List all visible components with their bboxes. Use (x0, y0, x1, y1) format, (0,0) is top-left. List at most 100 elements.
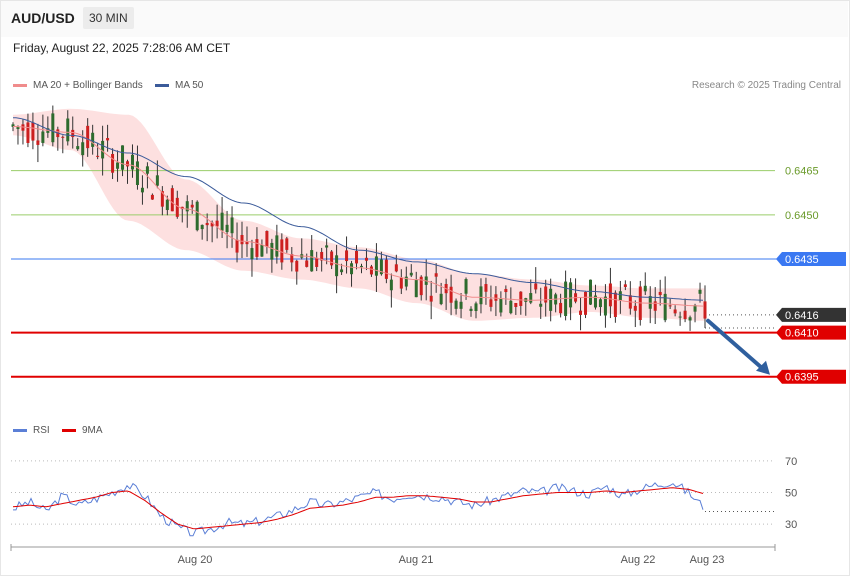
candle-body (459, 301, 463, 309)
legend-rsi-label: RSI (33, 425, 50, 436)
rsi9-swatch (62, 429, 76, 432)
candle-body (21, 124, 25, 131)
candle-body (335, 255, 339, 277)
level-tag-0.6395 (776, 369, 846, 384)
candle-body (688, 317, 692, 321)
candle-body (210, 222, 214, 227)
legend-rsi9-label: 9MA (82, 425, 103, 436)
timeframe-button[interactable]: 30 MIN (83, 7, 134, 29)
candle-body (36, 140, 40, 145)
credit-text: Research © 2025 Trading Central (691, 80, 841, 91)
candle-body (345, 250, 349, 262)
candle-body (31, 122, 35, 141)
rsi-tick-50: 50 (785, 488, 797, 500)
candle-body (449, 286, 453, 303)
candle-body (220, 212, 224, 231)
candle-body (190, 204, 194, 208)
candle-body (86, 125, 90, 149)
level-tag-0.6416 (776, 307, 846, 322)
candle-body (106, 138, 110, 141)
level-label-0.6416: 0.6416 (785, 310, 819, 322)
candle-body (693, 305, 697, 312)
candle-body (165, 199, 169, 211)
rsi-ma9-line (12, 487, 704, 530)
x-tick-label: Aug 21 (399, 554, 434, 566)
candle-body (255, 239, 259, 257)
rsi-tick-70: 70 (785, 456, 797, 468)
candle-body (504, 288, 508, 293)
candle-body (698, 289, 702, 294)
candle-body (195, 201, 199, 231)
ma20-line (13, 126, 704, 307)
candle-body (121, 145, 125, 170)
candle-body (185, 201, 189, 212)
datetime-label: Friday, August 22, 2025 7:28:06 AM CET (13, 41, 231, 55)
candle-body (340, 269, 344, 273)
candle-body (330, 251, 334, 266)
candle-body (130, 154, 134, 170)
candle-body (618, 291, 622, 301)
candle-body (111, 153, 115, 173)
candle-body (200, 224, 204, 230)
candle-body (205, 222, 209, 226)
candle-body (295, 260, 299, 272)
candle-body (71, 129, 75, 138)
candle-body (315, 257, 319, 267)
candle-body (509, 300, 513, 314)
candle-body (96, 155, 100, 157)
candle-body (474, 303, 478, 312)
level-label-0.6435: 0.6435 (785, 254, 819, 266)
candle-body (389, 279, 393, 291)
candle-body (91, 132, 95, 147)
candle-body (464, 279, 468, 294)
candle-body (350, 263, 354, 275)
candle-body (355, 250, 359, 264)
forecast-arrow-head (756, 360, 770, 375)
candle-body (16, 126, 20, 130)
legend-ma20-label: MA 20 + Bollinger Bands (33, 80, 143, 91)
candle-body (648, 296, 652, 309)
candle-body (409, 272, 413, 276)
candle-body (150, 194, 154, 200)
level-label-0.6450: 0.6450 (785, 210, 819, 222)
candle-body (454, 300, 458, 309)
candle-body (245, 242, 249, 245)
candle-body (215, 220, 219, 227)
candle-body (160, 191, 164, 207)
candle-body (404, 276, 408, 287)
candle-body (359, 265, 363, 267)
candle-body (275, 235, 279, 257)
candle-body (240, 234, 244, 245)
candle-body (66, 118, 70, 142)
candle-body (101, 140, 105, 159)
candle-body (414, 279, 418, 298)
candle-body (534, 283, 538, 290)
rsi-panel: 70 50 30 (11, 456, 797, 537)
candle-body (170, 188, 174, 212)
candle-body (559, 302, 563, 314)
candle-body (469, 308, 473, 312)
candle-body (514, 302, 518, 307)
candle-body (484, 284, 488, 292)
ma50-line (12, 117, 704, 301)
candle-body (155, 175, 159, 186)
candle-body (270, 242, 274, 260)
candle-body (643, 285, 647, 292)
candle-body (529, 293, 533, 303)
legend-rsi: RSI (13, 425, 50, 436)
candle-body (250, 248, 254, 260)
candle-body (613, 292, 617, 318)
forecast-arrow-shaft (706, 318, 766, 372)
candle-body (285, 238, 289, 250)
candle-body (608, 283, 612, 307)
legend-ma50: MA 50 (155, 80, 203, 91)
candle-body (479, 286, 483, 305)
candle-body (11, 124, 15, 127)
candle-body (379, 259, 383, 275)
legend-rsi9: 9MA (62, 425, 103, 436)
candle-body (135, 161, 139, 185)
candle-body (230, 217, 234, 234)
candle-body (369, 266, 373, 275)
chart-header (1, 1, 848, 37)
